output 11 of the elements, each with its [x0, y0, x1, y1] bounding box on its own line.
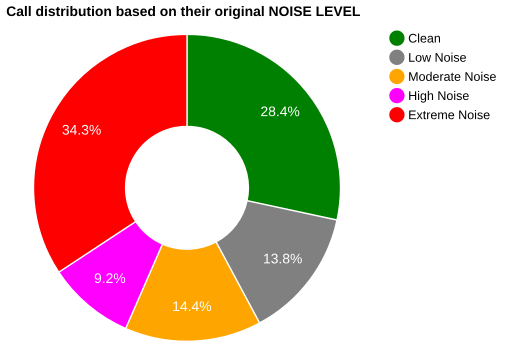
data-label: 13.8%	[264, 254, 302, 264]
legend-label: Extreme Noise	[409, 110, 490, 120]
legend-label: Low Noise	[409, 52, 466, 62]
legend-label: High Noise	[409, 90, 469, 103]
legend-label: Moderate Noise	[409, 72, 496, 81]
chart-title: Call distribution based on their original NOISE LEVEL	[6, 6, 360, 19]
data-label: 34.3%	[62, 124, 101, 135]
data-label: 9.2%	[94, 273, 126, 284]
data-label: 14.4%	[173, 301, 212, 312]
data-label: 28.4%	[261, 106, 300, 116]
legend-label: Clean	[408, 33, 440, 43]
